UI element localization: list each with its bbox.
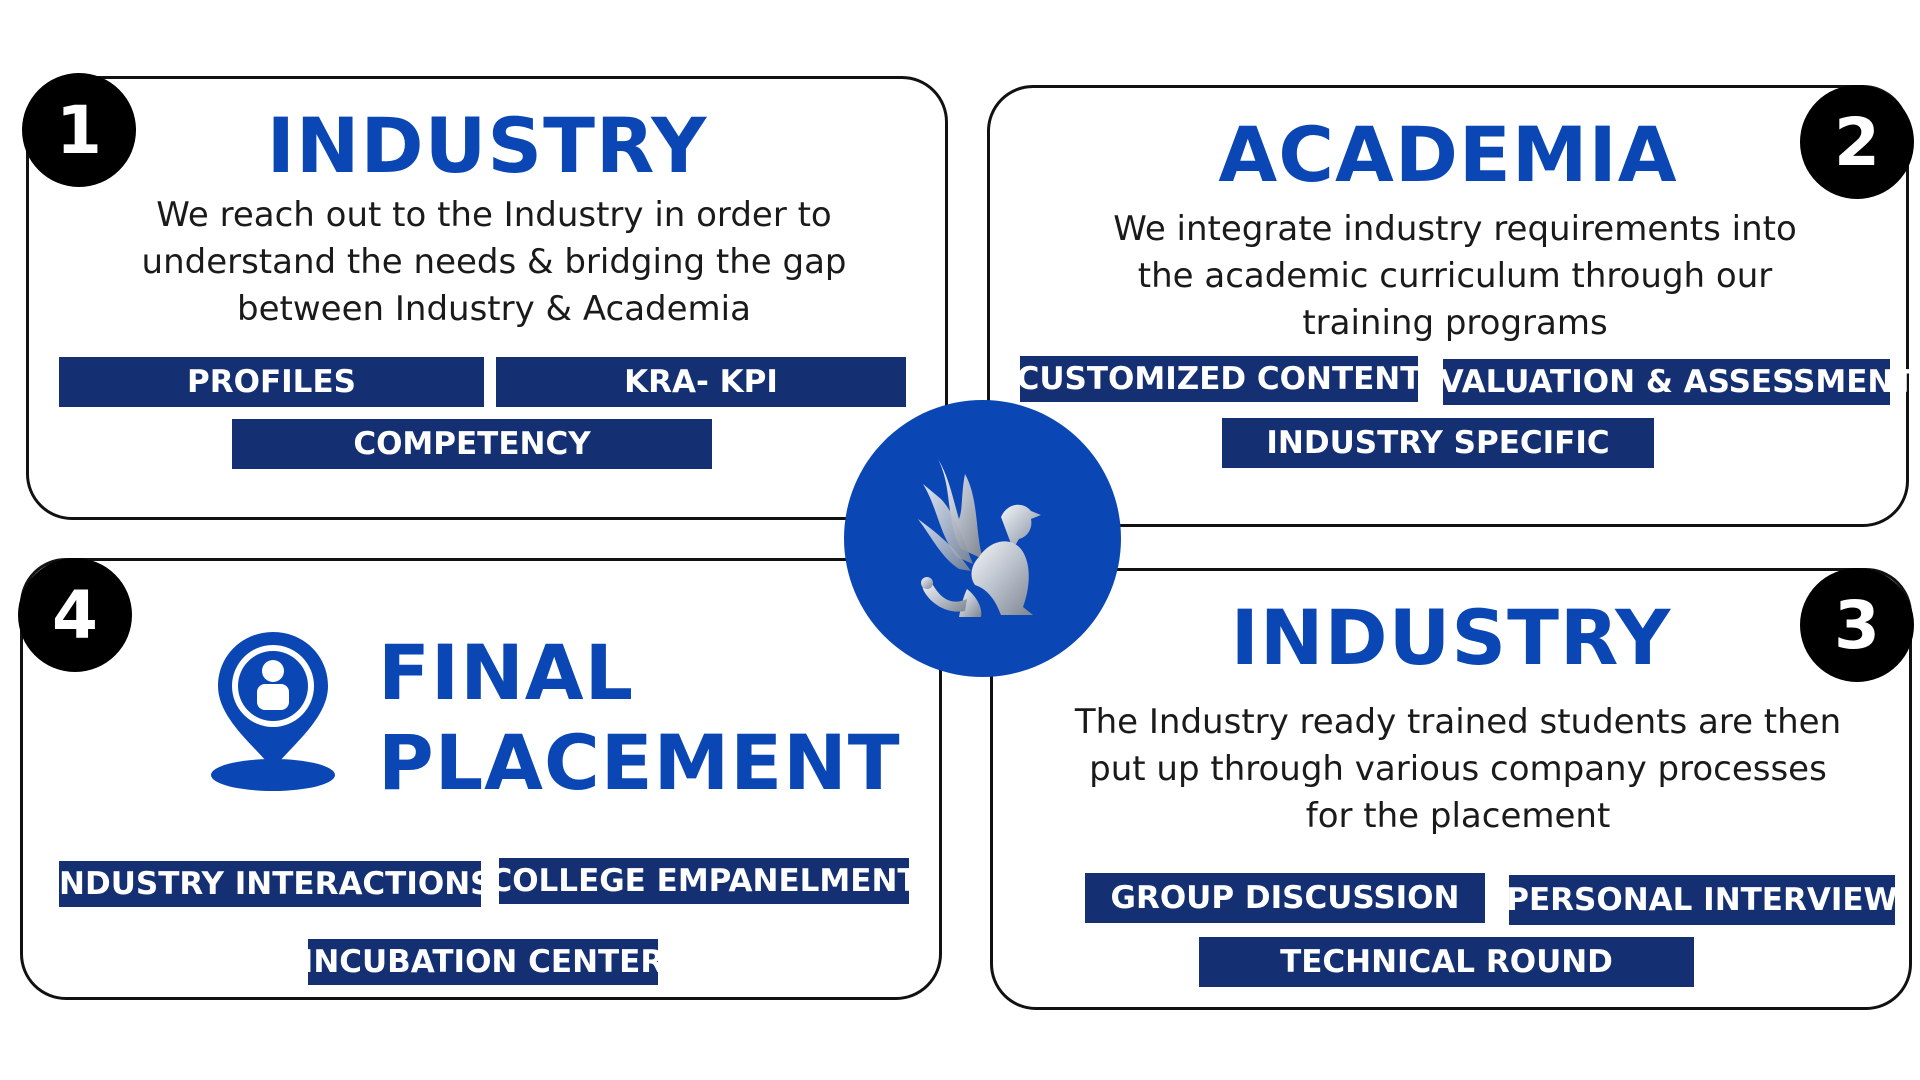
card-3-title: INDUSTRY	[1230, 593, 1672, 682]
final-title-line1: FINAL	[378, 628, 635, 717]
card-1-description: We reach out to the Industry in order to…	[141, 195, 847, 329]
griffin-logo	[844, 400, 1121, 677]
tag-evaluation-assessment: EVALUATION & ASSESSMENT	[1419, 359, 1914, 405]
step-3-badge: 3	[1800, 568, 1914, 682]
tag-personal-interview: PERSONAL INTERVIEW	[1506, 875, 1898, 925]
card-2-description: We integrate industry requirements into …	[1113, 209, 1797, 343]
tag-incubation-center: INCUBATION CENTER	[302, 939, 664, 985]
tag-technical-round: TECHNICAL ROUND	[1199, 937, 1694, 987]
tag-group-discussion: GROUP DISCUSSION	[1085, 873, 1485, 923]
step-1-badge: 1	[22, 73, 136, 187]
step-4-badge: 4	[18, 558, 132, 672]
card-step-3: INDUSTRY The Industry ready trained stud…	[990, 568, 1912, 1010]
card-1-title: INDUSTRY	[266, 101, 708, 190]
final-title-line2: PLACEMENT	[378, 718, 901, 807]
location-person-icon	[208, 628, 338, 798]
tag-college-empanelment: COLLEGE EMPANELMENT	[489, 858, 919, 904]
step-2-badge: 2	[1800, 85, 1914, 199]
tag-industry-specific: INDUSTRY SPECIFIC	[1222, 418, 1654, 468]
tag-profiles: PROFILES	[59, 357, 484, 407]
tag-kra-kpi: KRA- KPI	[496, 357, 906, 407]
card-3-description: The Industry ready trained students are …	[1074, 702, 1842, 836]
card-2-title: ACADEMIA	[1218, 110, 1678, 199]
griffin-icon	[917, 458, 1041, 617]
card-step-4: FINAL PLACEMENT INDUSTRY INTERACTIONS CO…	[20, 558, 942, 1000]
card-step-1: INDUSTRY We reach out to the Industry in…	[26, 76, 948, 520]
tag-industry-interactions: INDUSTRY INTERACTIONS	[48, 861, 493, 907]
tag-competency: COMPETENCY	[232, 419, 712, 469]
tag-customized-content: CUSTOMIZED CONTENT	[1017, 356, 1421, 402]
card-step-2: ACADEMIA We integrate industry requireme…	[987, 85, 1914, 527]
